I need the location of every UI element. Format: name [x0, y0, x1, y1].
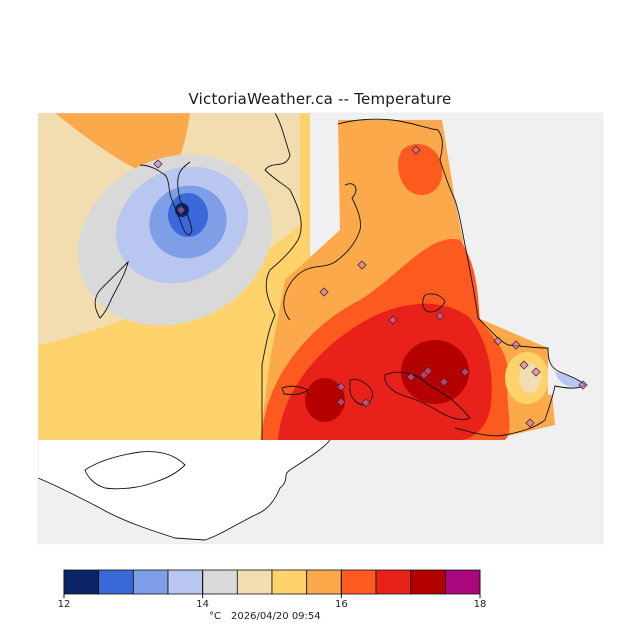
- legend-swatch: [98, 569, 134, 595]
- legend-ticks: 12 14 16 18: [58, 570, 487, 610]
- legend-tick-label: 16: [335, 599, 348, 610]
- diamond-icon: [525, 418, 535, 428]
- legend-swatch: [132, 569, 169, 595]
- diamond-icon: [511, 340, 521, 350]
- diamond-icon: [336, 382, 346, 392]
- legend-swatch: [63, 569, 100, 595]
- legend-timestamp: 2026/04/20 09:54: [231, 611, 321, 622]
- legend-swatch: [236, 569, 273, 595]
- legend-tick-label: 18: [474, 599, 487, 610]
- legend-swatch: [444, 569, 481, 595]
- diamond-icon: [406, 372, 416, 382]
- diamond-icon: [578, 380, 588, 390]
- legend-swatch: [202, 569, 238, 595]
- coastlines: [37, 112, 586, 541]
- station-markers: [153, 145, 588, 428]
- no-data-land: [38, 440, 330, 540]
- east-temperature-field: [260, 120, 603, 440]
- diamond-icon: [439, 377, 449, 387]
- diamond-icon: [435, 311, 445, 321]
- legend-swatch: [167, 569, 204, 595]
- diamond-icon: [153, 159, 163, 169]
- diamond-icon: [388, 315, 398, 325]
- legend-swatch: [375, 569, 412, 595]
- legend-unit: °C: [209, 611, 221, 622]
- map-frame: [37, 112, 604, 545]
- diamond-icon: [519, 360, 529, 370]
- diamond-icon: [411, 145, 421, 155]
- legend-color-bar: [63, 569, 481, 595]
- legend-tick-label: 14: [196, 599, 209, 610]
- legend-swatch: [306, 569, 342, 595]
- diamond-icon: [176, 205, 186, 215]
- legend-swatch: [340, 569, 377, 595]
- diamond-icon: [319, 287, 329, 297]
- page-title: VictoriaWeather.ca -- Temperature: [188, 90, 452, 108]
- diamond-icon: [419, 370, 429, 380]
- legend-swatch: [271, 569, 308, 595]
- diamond-icon: [361, 398, 371, 408]
- diamond-icon: [493, 336, 503, 346]
- legend-swatch: [410, 569, 446, 595]
- diamond-icon: [460, 367, 470, 377]
- diamond-icon: [531, 367, 541, 377]
- legend-tick-label: 12: [58, 599, 71, 610]
- diamond-icon: [336, 397, 346, 407]
- diamond-icon: [357, 260, 367, 270]
